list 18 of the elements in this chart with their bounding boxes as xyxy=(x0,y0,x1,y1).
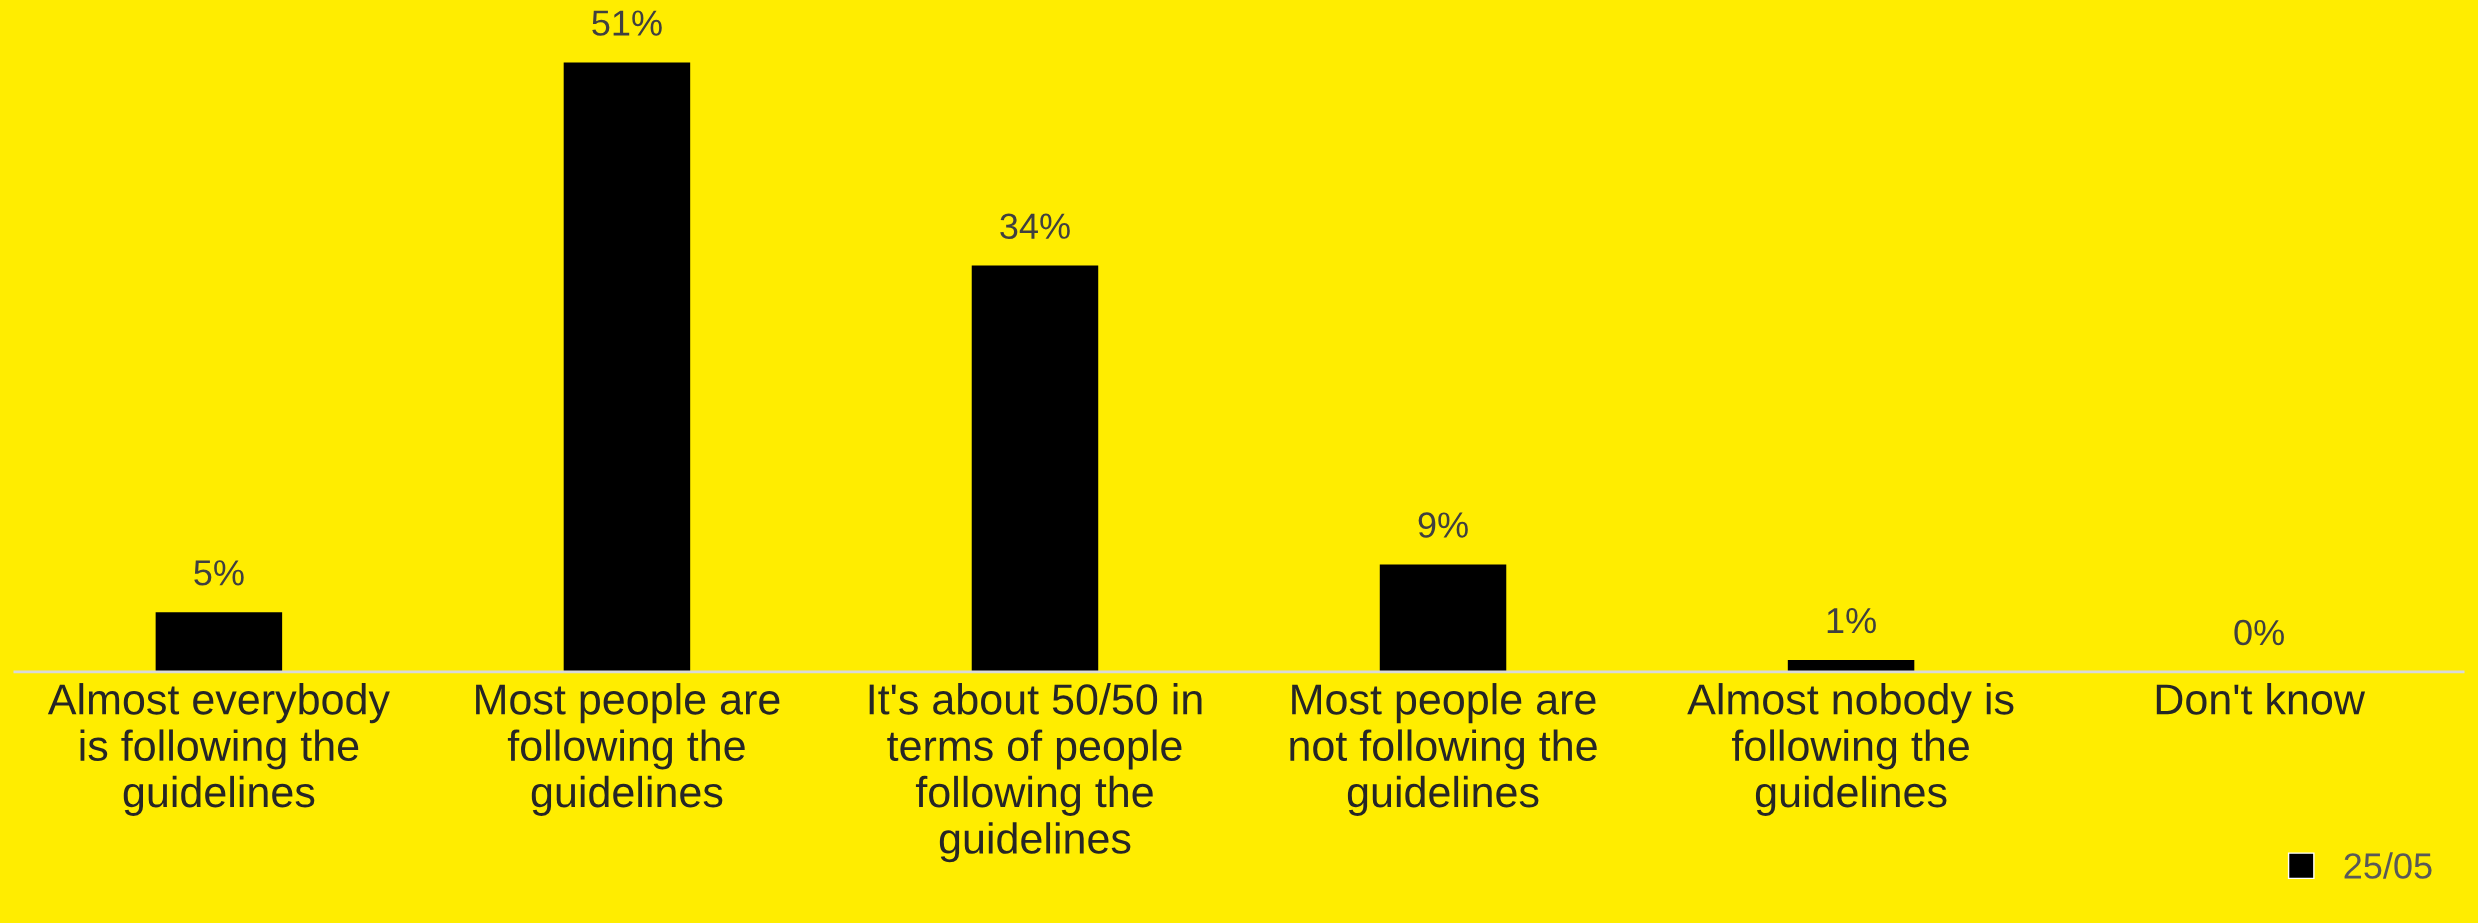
data-label: 34% xyxy=(1000,213,1070,240)
data-label: 0% xyxy=(2234,619,2284,646)
x-tick-label: Don't know xyxy=(2156,683,2366,715)
bar xyxy=(563,62,691,672)
bar xyxy=(1787,659,1915,672)
bar xyxy=(155,612,283,672)
x-tick-label: It's about 50/50 in terms of people following the guidelines xyxy=(869,683,1202,863)
legend-label: 25/05 xyxy=(2344,852,2432,879)
data-label: 9% xyxy=(1418,512,1468,538)
x-tick-label: Almost everybody is following the guidelines xyxy=(47,683,390,816)
x-tick-label: Most people are following the guidelines xyxy=(476,683,780,816)
data-label: 51% xyxy=(592,10,662,36)
bar xyxy=(971,265,1099,672)
x-tick-label: Almost nobody is following the guidelines xyxy=(1687,683,2014,816)
data-label: 1% xyxy=(1827,608,1876,634)
bar xyxy=(1379,564,1507,672)
x-tick-label: Most people are not following the guidelines xyxy=(1290,683,1597,816)
data-label: 5% xyxy=(194,560,244,586)
